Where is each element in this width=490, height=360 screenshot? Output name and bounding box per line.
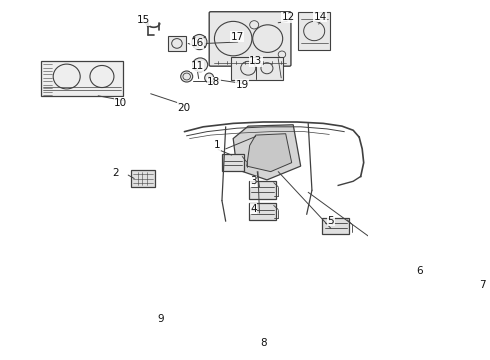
FancyBboxPatch shape (278, 327, 286, 333)
Text: 14: 14 (314, 12, 327, 22)
Ellipse shape (181, 71, 193, 82)
FancyBboxPatch shape (478, 269, 490, 283)
FancyBboxPatch shape (41, 60, 123, 96)
Text: 4: 4 (250, 204, 257, 214)
FancyBboxPatch shape (397, 256, 432, 277)
FancyBboxPatch shape (218, 327, 226, 333)
FancyBboxPatch shape (298, 12, 330, 50)
FancyBboxPatch shape (268, 315, 276, 324)
FancyBboxPatch shape (222, 154, 245, 171)
FancyBboxPatch shape (209, 12, 291, 66)
FancyBboxPatch shape (183, 315, 290, 323)
FancyBboxPatch shape (250, 315, 258, 324)
Text: 9: 9 (157, 314, 164, 324)
Text: 6: 6 (416, 266, 422, 276)
FancyBboxPatch shape (233, 327, 241, 333)
Text: 12: 12 (281, 12, 294, 22)
Text: 18: 18 (207, 77, 220, 87)
Text: 13: 13 (249, 57, 262, 66)
Text: 17: 17 (230, 32, 244, 41)
Text: 20: 20 (177, 103, 190, 113)
Text: 7: 7 (479, 280, 486, 290)
FancyBboxPatch shape (203, 327, 211, 333)
Text: 8: 8 (260, 338, 267, 348)
FancyBboxPatch shape (249, 181, 276, 198)
FancyBboxPatch shape (322, 218, 349, 234)
FancyBboxPatch shape (231, 315, 239, 324)
Text: 16: 16 (191, 39, 204, 49)
Ellipse shape (193, 58, 208, 72)
FancyBboxPatch shape (210, 315, 219, 324)
FancyBboxPatch shape (190, 315, 198, 324)
FancyBboxPatch shape (263, 327, 271, 333)
Ellipse shape (205, 73, 214, 83)
Text: 2: 2 (112, 168, 119, 178)
FancyBboxPatch shape (231, 57, 283, 80)
Text: 19: 19 (236, 80, 249, 90)
Text: 11: 11 (191, 61, 204, 71)
Ellipse shape (192, 35, 207, 50)
FancyBboxPatch shape (168, 36, 186, 51)
FancyBboxPatch shape (188, 327, 196, 333)
Text: 10: 10 (114, 98, 127, 108)
FancyBboxPatch shape (183, 326, 290, 336)
FancyBboxPatch shape (131, 170, 155, 188)
Polygon shape (233, 125, 301, 180)
Text: 3: 3 (250, 176, 257, 186)
Polygon shape (246, 134, 292, 172)
FancyBboxPatch shape (249, 203, 276, 220)
FancyBboxPatch shape (248, 327, 256, 333)
Polygon shape (178, 282, 294, 340)
Text: 15: 15 (137, 15, 150, 25)
Text: 5: 5 (327, 216, 334, 226)
Text: 1: 1 (214, 140, 221, 150)
